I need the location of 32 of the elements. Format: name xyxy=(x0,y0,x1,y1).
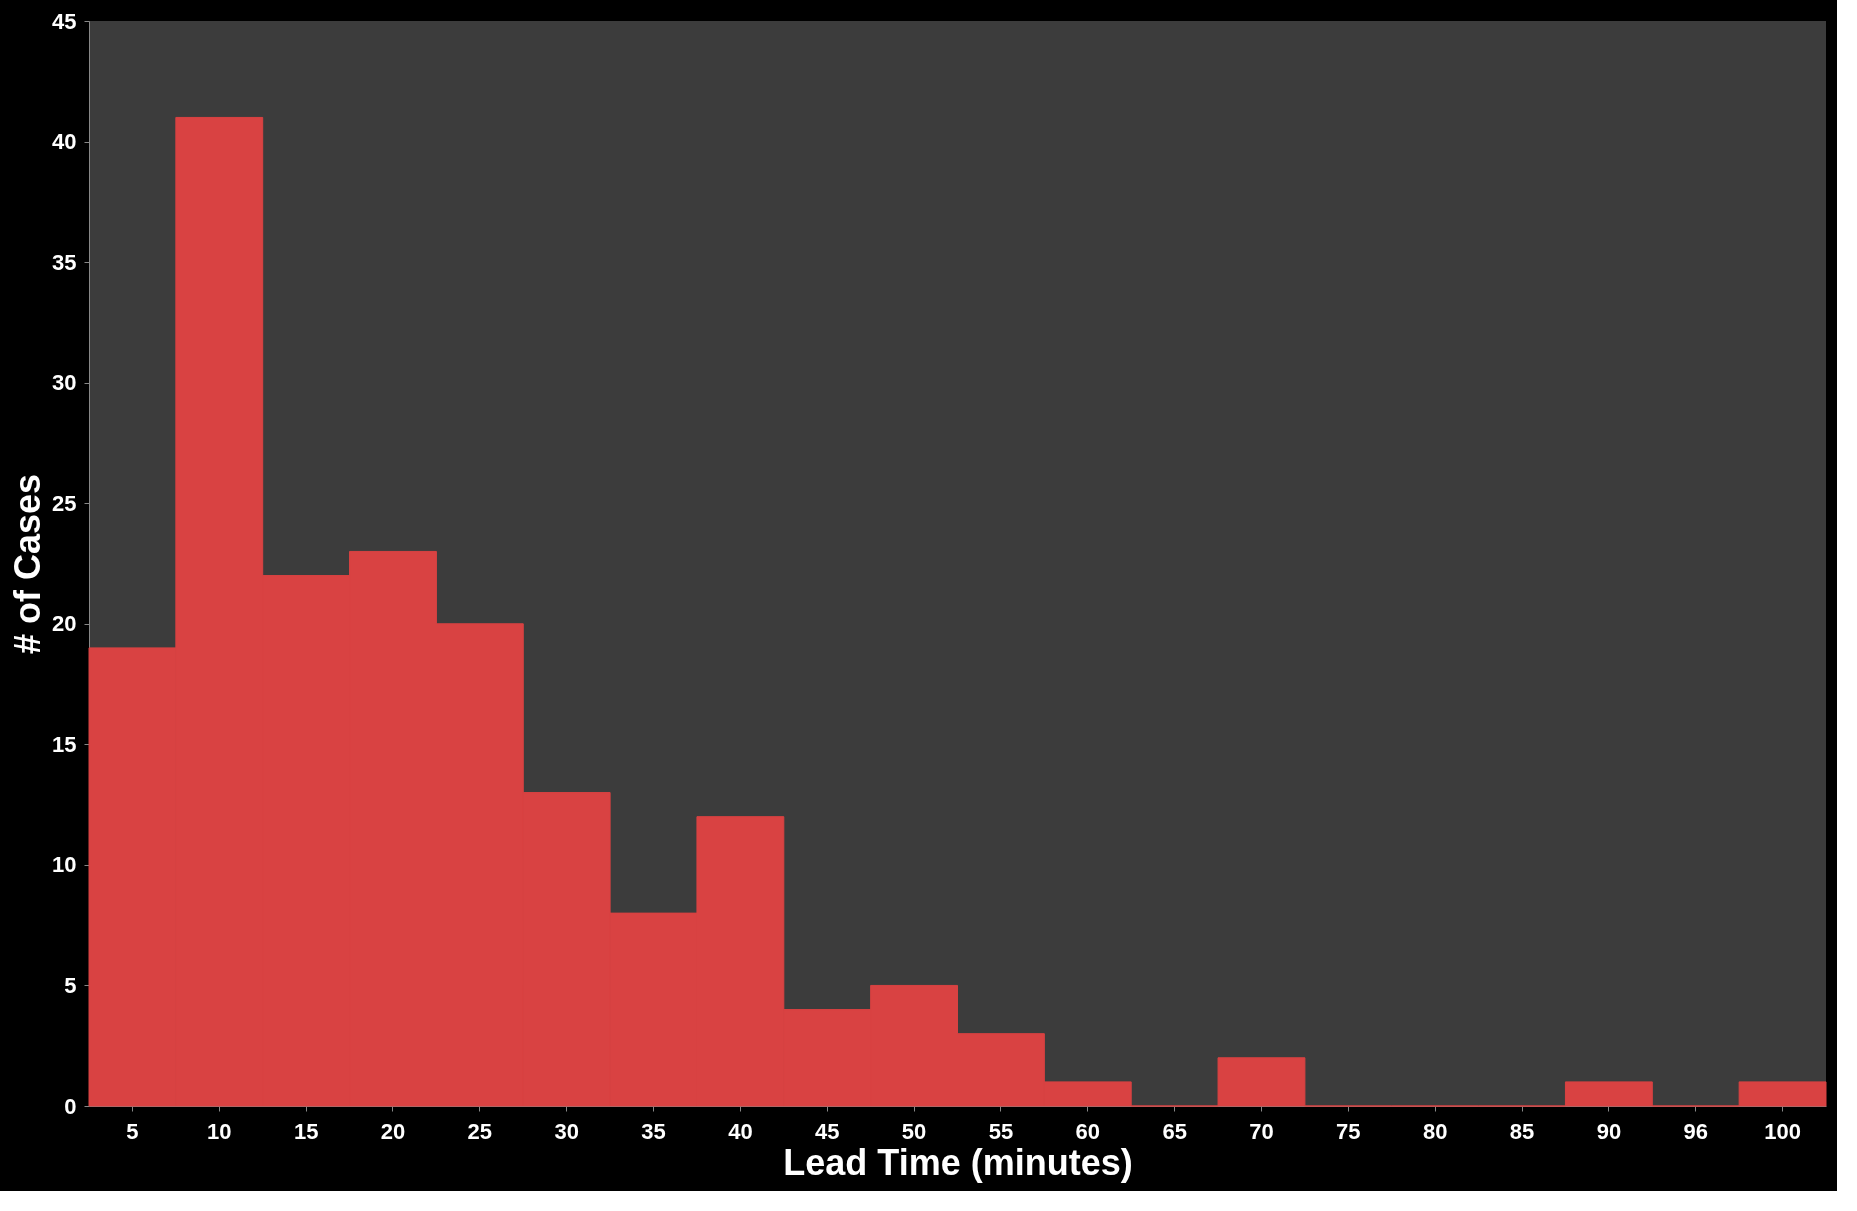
y-tick-label: 15 xyxy=(52,731,77,757)
x-tick-label: 70 xyxy=(1249,1118,1274,1144)
x-axis-title: Lead Time (minutes) xyxy=(783,1141,1133,1183)
x-tick-label: 85 xyxy=(1509,1118,1535,1144)
y-axis-title: # of Cases xyxy=(7,473,49,655)
x-tick-label: 20 xyxy=(380,1118,406,1144)
x-tick-label: 90 xyxy=(1596,1118,1622,1144)
x-tick-label: 45 xyxy=(814,1118,840,1144)
x-tick-label: 25 xyxy=(467,1118,493,1144)
x-tick-label: 50 xyxy=(901,1118,927,1144)
y-tick-label: 35 xyxy=(52,249,77,275)
x-tick-label: 30 xyxy=(554,1118,579,1144)
y-tick-label: 10 xyxy=(52,852,77,878)
x-tick-label: 80 xyxy=(1422,1118,1448,1144)
x-tick-label: 75 xyxy=(1336,1118,1361,1144)
y-tick-label: 20 xyxy=(52,611,77,637)
y-tick-label: 30 xyxy=(52,370,77,396)
x-tick-label: 10 xyxy=(207,1118,232,1144)
y-tick-label: 45 xyxy=(52,8,77,34)
x-tick-label: 55 xyxy=(988,1118,1014,1144)
y-tick-label: 40 xyxy=(52,129,77,155)
x-tick-label: 40 xyxy=(728,1118,753,1144)
y-tick-label: 25 xyxy=(52,490,77,516)
x-tick-label: 60 xyxy=(1075,1118,1101,1144)
x-tick-label: 35 xyxy=(641,1118,666,1144)
y-tick-label: 5 xyxy=(64,972,77,998)
x-tick-label: 96 xyxy=(1683,1118,1708,1144)
x-tick-label: 65 xyxy=(1162,1118,1187,1144)
x-tick-label: 5 xyxy=(126,1118,139,1144)
y-tick-label: 0 xyxy=(64,1093,77,1119)
x-tick-label: 100 xyxy=(1764,1118,1801,1144)
x-tick-label: 15 xyxy=(293,1118,319,1144)
